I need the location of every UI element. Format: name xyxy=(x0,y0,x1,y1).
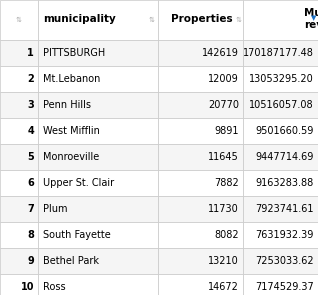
Text: Bethel Park: Bethel Park xyxy=(43,256,99,266)
Text: 7631932.39: 7631932.39 xyxy=(256,230,314,240)
Bar xyxy=(0,170,38,196)
Bar xyxy=(38,274,158,295)
Text: Properties: Properties xyxy=(171,14,233,24)
Bar xyxy=(243,40,318,66)
Text: 6: 6 xyxy=(27,178,34,188)
Bar xyxy=(0,40,38,66)
Text: 2: 2 xyxy=(27,74,34,84)
Bar xyxy=(0,196,38,222)
Text: 7174529.37: 7174529.37 xyxy=(255,282,314,292)
Bar xyxy=(38,144,158,170)
Bar xyxy=(243,144,318,170)
Text: 9501660.59: 9501660.59 xyxy=(256,126,314,136)
Bar xyxy=(38,248,158,274)
Bar xyxy=(243,196,318,222)
Text: ⇅: ⇅ xyxy=(149,17,155,23)
Bar xyxy=(38,66,158,92)
Bar xyxy=(38,92,158,118)
Text: Penn Hills: Penn Hills xyxy=(43,100,91,110)
Text: Mt.Lebanon: Mt.Lebanon xyxy=(43,74,100,84)
Bar xyxy=(38,0,158,40)
Bar xyxy=(243,0,318,40)
Text: Ross: Ross xyxy=(43,282,66,292)
Bar xyxy=(0,274,38,295)
Text: 8: 8 xyxy=(27,230,34,240)
Text: ▼: ▼ xyxy=(311,15,317,21)
Text: ⇅: ⇅ xyxy=(236,17,242,23)
Text: ⇅: ⇅ xyxy=(16,17,22,23)
Bar xyxy=(158,248,243,274)
Text: South Fayette: South Fayette xyxy=(43,230,111,240)
Bar xyxy=(158,40,243,66)
Text: 7: 7 xyxy=(27,204,34,214)
Bar xyxy=(38,222,158,248)
Bar xyxy=(243,118,318,144)
Text: Muni tax
rev: Muni tax rev xyxy=(304,8,318,30)
Bar xyxy=(38,118,158,144)
Text: 8082: 8082 xyxy=(214,230,239,240)
Bar xyxy=(243,222,318,248)
Bar xyxy=(243,170,318,196)
Text: 13210: 13210 xyxy=(208,256,239,266)
Bar xyxy=(158,66,243,92)
Text: 170187177.48: 170187177.48 xyxy=(243,48,314,58)
Text: 9163283.88: 9163283.88 xyxy=(256,178,314,188)
Text: 142619: 142619 xyxy=(202,48,239,58)
Text: municipality: municipality xyxy=(43,14,116,24)
Bar xyxy=(243,274,318,295)
Bar xyxy=(158,274,243,295)
Bar xyxy=(158,170,243,196)
Bar xyxy=(0,66,38,92)
Text: 4: 4 xyxy=(27,126,34,136)
Text: 9891: 9891 xyxy=(215,126,239,136)
Bar xyxy=(158,92,243,118)
Text: Plum: Plum xyxy=(43,204,67,214)
Bar xyxy=(38,196,158,222)
Text: 20770: 20770 xyxy=(208,100,239,110)
Text: 12009: 12009 xyxy=(208,74,239,84)
Text: 9447714.69: 9447714.69 xyxy=(256,152,314,162)
Text: 10: 10 xyxy=(20,282,34,292)
Bar xyxy=(0,0,38,40)
Text: 7882: 7882 xyxy=(214,178,239,188)
Bar xyxy=(158,0,243,40)
Text: 13053295.20: 13053295.20 xyxy=(249,74,314,84)
Bar xyxy=(0,144,38,170)
Bar xyxy=(38,170,158,196)
Bar xyxy=(0,248,38,274)
Text: Upper St. Clair: Upper St. Clair xyxy=(43,178,114,188)
Bar xyxy=(158,118,243,144)
Text: 1: 1 xyxy=(27,48,34,58)
Bar xyxy=(158,222,243,248)
Bar xyxy=(243,92,318,118)
Text: 5: 5 xyxy=(27,152,34,162)
Text: 11645: 11645 xyxy=(208,152,239,162)
Bar xyxy=(243,66,318,92)
Bar xyxy=(0,222,38,248)
Text: West Mifflin: West Mifflin xyxy=(43,126,100,136)
Bar xyxy=(0,92,38,118)
Bar xyxy=(38,40,158,66)
Text: 14672: 14672 xyxy=(208,282,239,292)
Text: 9: 9 xyxy=(27,256,34,266)
Bar xyxy=(0,118,38,144)
Text: Monroeville: Monroeville xyxy=(43,152,99,162)
Text: 10516057.08: 10516057.08 xyxy=(249,100,314,110)
Text: PITTSBURGH: PITTSBURGH xyxy=(43,48,105,58)
Text: 3: 3 xyxy=(27,100,34,110)
Text: 7923741.61: 7923741.61 xyxy=(255,204,314,214)
Bar xyxy=(158,144,243,170)
Text: 11730: 11730 xyxy=(208,204,239,214)
Text: 7253033.62: 7253033.62 xyxy=(255,256,314,266)
Bar xyxy=(243,248,318,274)
Bar xyxy=(158,196,243,222)
